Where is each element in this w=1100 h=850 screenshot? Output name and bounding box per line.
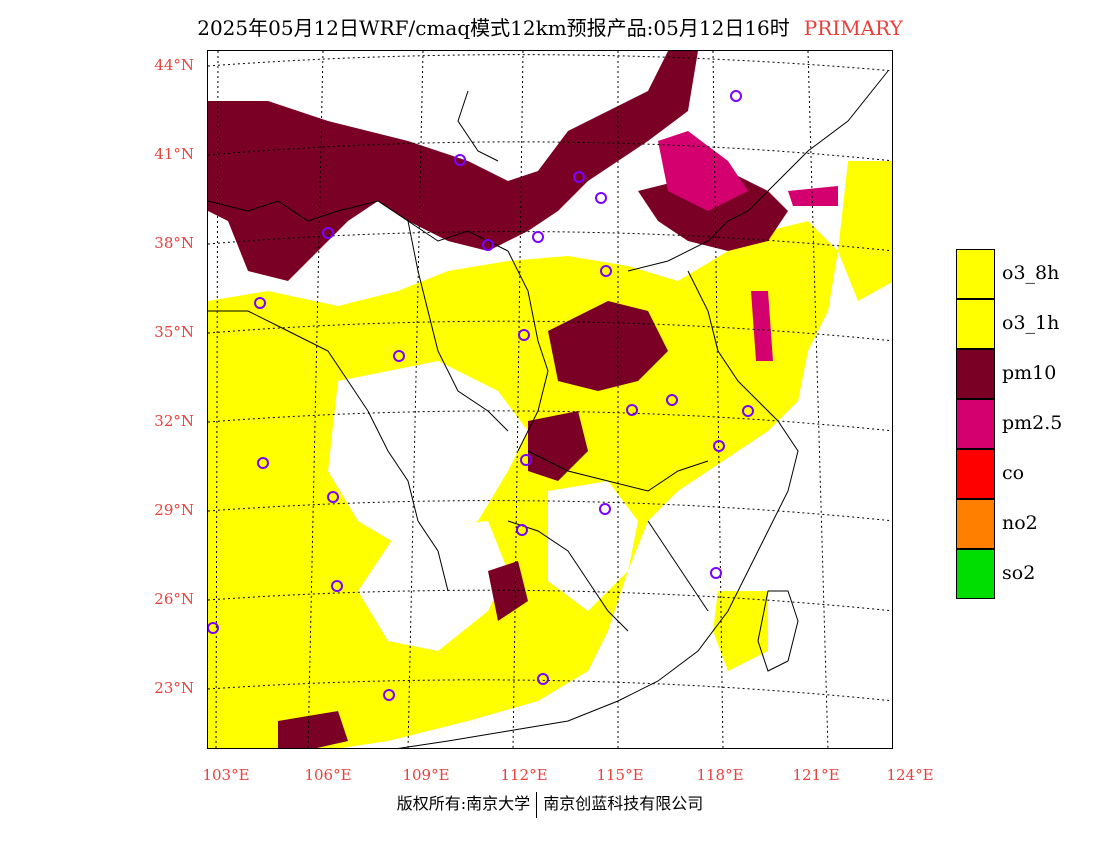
lat-label-32: 32°N — [154, 412, 194, 430]
forecast-map — [207, 50, 893, 749]
legend-swatch — [956, 499, 995, 549]
station-marker — [532, 231, 544, 243]
station-marker — [666, 394, 678, 406]
lon-label-115: 115°E — [596, 766, 644, 784]
station-marker — [713, 440, 725, 452]
lat-label-35: 35°N — [154, 323, 194, 341]
station-marker — [537, 673, 549, 685]
station-marker — [520, 454, 532, 466]
legend-label: pm2.5 — [1002, 412, 1063, 434]
copyright-left: 版权所有:南京大学 — [396, 794, 531, 813]
title-tag: PRIMARY — [803, 16, 903, 40]
station-marker — [518, 329, 530, 341]
lon-label-121: 121°E — [792, 766, 840, 784]
clear-region-central — [358, 521, 508, 651]
copyright-right: 南京创蓝科技有限公司 — [543, 794, 704, 813]
station-marker — [573, 171, 585, 183]
station-marker — [482, 239, 494, 251]
legend-swatch — [956, 349, 995, 399]
station-marker — [599, 503, 611, 515]
lon-label-124: 124°E — [886, 766, 934, 784]
lon-label-118: 118°E — [696, 766, 744, 784]
station-marker — [516, 524, 528, 536]
lon-label-106: 106°E — [304, 766, 352, 784]
pm25-region-layer — [658, 131, 838, 361]
legend-label: o3_1h — [1002, 312, 1060, 334]
legend-item: pm10 — [956, 349, 1080, 399]
station-marker — [208, 622, 219, 634]
station-marker — [710, 567, 722, 579]
legend-item: co — [956, 449, 1080, 499]
legend-item: so2 — [956, 549, 1080, 599]
lat-label-38: 38°N — [154, 234, 194, 252]
legend-label: no2 — [1002, 512, 1038, 534]
pm25-region-shandong — [751, 291, 773, 361]
lon-label-112: 112°E — [500, 766, 548, 784]
pm25-region-hebei — [658, 131, 748, 211]
station-marker — [327, 491, 339, 503]
o3-region-southwest — [208, 221, 838, 748]
station-marker — [383, 689, 395, 701]
lat-label-29: 29°N — [154, 501, 194, 519]
lon-label-103: 103°E — [202, 766, 250, 784]
legend-label: pm10 — [1002, 362, 1057, 384]
station-marker — [742, 405, 754, 417]
station-marker — [454, 154, 466, 166]
lat-label-26: 26°N — [154, 590, 194, 608]
legend-label: co — [1002, 462, 1025, 484]
station-marker — [257, 457, 269, 469]
station-marker — [393, 350, 405, 362]
legend-swatch — [956, 299, 995, 349]
o3-region-east-coast — [838, 161, 892, 301]
legend-label: o3_8h — [1002, 262, 1060, 284]
clear-region-sichuan — [328, 361, 528, 551]
legend-item: o3_1h — [956, 299, 1080, 349]
copyright-footer: 版权所有:南京大学 南京创蓝科技有限公司 — [0, 790, 1100, 818]
copyright-separator — [536, 791, 538, 818]
legend-swatch — [956, 399, 995, 449]
station-marker — [600, 265, 612, 277]
legend-item: no2 — [956, 499, 1080, 549]
station-marker — [595, 192, 607, 204]
legend-swatch — [956, 449, 995, 499]
legend-label: so2 — [1002, 562, 1036, 584]
graticule — [208, 51, 892, 748]
station-markers — [208, 90, 754, 701]
legend-item: pm2.5 — [956, 399, 1080, 449]
station-marker — [331, 580, 343, 592]
pm10-region-layer — [208, 51, 788, 748]
clear-region-south — [548, 481, 638, 611]
boundary-lines — [208, 70, 889, 748]
legend-swatch — [956, 249, 995, 299]
map-title: 2025年05月12日WRF/cmaq模式12km预报产品:05月12日16时 P… — [0, 12, 1100, 41]
title-main: 2025年05月12日WRF/cmaq模式12km预报产品:05月12日16时 — [197, 16, 790, 40]
o3-region-taiwan-strait — [713, 591, 768, 671]
station-marker — [322, 227, 334, 239]
legend-swatch — [956, 549, 995, 599]
lat-label-41: 41°N — [154, 145, 194, 163]
pm10-region-hubei — [528, 411, 588, 481]
lat-label-23: 23°N — [154, 679, 194, 697]
map-canvas — [208, 51, 892, 748]
station-marker — [254, 297, 266, 309]
legend-item: o3_8h — [956, 249, 1080, 299]
pm10-region-northwest — [208, 51, 698, 281]
pm10-region-southwest-corner — [278, 711, 348, 748]
lon-label-109: 109°E — [402, 766, 450, 784]
pollutant-legend: o3_8h o3_1h pm10 pm2.5 co no2 so2 — [956, 249, 1080, 599]
pm10-region-hunan — [488, 561, 528, 621]
station-marker — [626, 404, 638, 416]
o3-region-layer — [208, 161, 892, 748]
pm25-region-bohai — [788, 186, 838, 206]
lat-label-44: 44°N — [154, 56, 194, 74]
station-marker — [730, 90, 742, 102]
